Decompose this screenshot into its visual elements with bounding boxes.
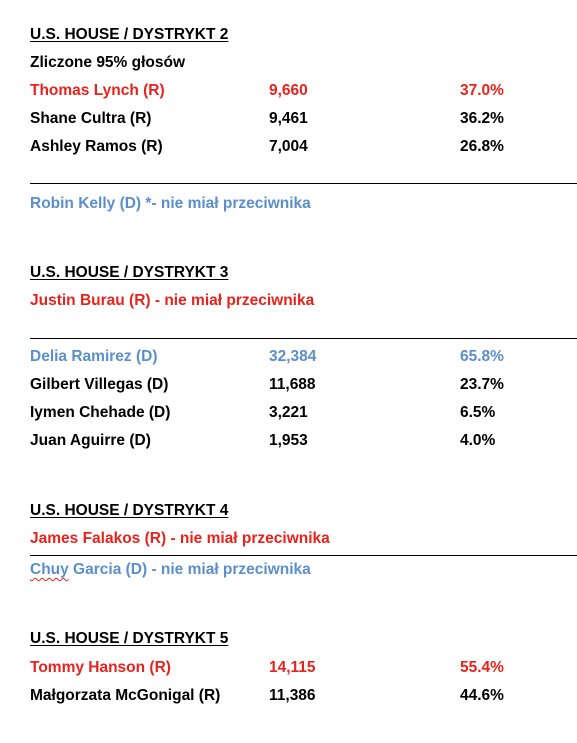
candidate-percent: 4.0% bbox=[460, 432, 496, 449]
candidate-votes: 11,688 bbox=[269, 376, 316, 393]
table-row: Iymen Chehade (D) 3,221 6.5% bbox=[30, 402, 577, 424]
district2-counted: Zliczone 95% głosów bbox=[30, 54, 186, 71]
table-row: Thomas Lynch (R) 9,660 37.0% bbox=[30, 80, 577, 102]
candidate-name: Małgorzata McGonigal (R) bbox=[30, 687, 221, 704]
candidate-percent: 6.5% bbox=[460, 404, 496, 421]
table-row: Juan Aguirre (D) 1,953 4.0% bbox=[30, 430, 577, 452]
table-row: Delia Ramirez (D) 32,384 65.8% bbox=[30, 346, 577, 368]
candidate-percent: 36.2% bbox=[460, 110, 504, 127]
table-row: Małgorzata McGonigal (R) 11,386 44.6% bbox=[30, 685, 577, 707]
divider bbox=[30, 183, 577, 184]
candidate-name: Delia Ramirez (D) bbox=[30, 348, 158, 365]
candidate-votes: 9,660 bbox=[269, 82, 308, 99]
candidate-name: Gilbert Villegas (D) bbox=[30, 376, 169, 393]
candidate-percent: 37.0% bbox=[460, 82, 504, 99]
candidate-name: Thomas Lynch (R) bbox=[30, 82, 165, 99]
candidate-percent: 23.7% bbox=[460, 376, 504, 393]
district3-unopposed: Justin Burau (R) - nie miał przeciwnika bbox=[30, 292, 315, 309]
candidate-percent: 44.6% bbox=[460, 687, 504, 704]
candidate-votes: 1,953 bbox=[269, 432, 308, 449]
district2-heading: U.S. HOUSE / DYSTRYKT 2 bbox=[30, 26, 229, 43]
candidate-percent: 55.4% bbox=[460, 659, 504, 676]
candidate-votes: 14,115 bbox=[269, 659, 316, 676]
candidate-votes: 11,386 bbox=[269, 687, 316, 704]
district5-heading: U.S. HOUSE / DYSTRYKT 5 bbox=[30, 630, 229, 647]
candidate-name: Juan Aguirre (D) bbox=[30, 432, 151, 449]
candidate-percent: 65.8% bbox=[460, 348, 504, 365]
candidate-percent: 26.8% bbox=[460, 138, 504, 155]
unopposed-text: Garcia (D) - nie miał przeciwnika bbox=[68, 561, 311, 578]
divider bbox=[30, 555, 577, 556]
district2-unopposed: Robin Kelly (D) *- nie miał przeciwnika bbox=[30, 195, 311, 212]
candidate-votes: 3,221 bbox=[269, 404, 308, 421]
table-row: Shane Cultra (R) 9,461 36.2% bbox=[30, 108, 577, 130]
candidate-name: Shane Cultra (R) bbox=[30, 110, 152, 127]
district4-unopposed-democrat: Chuy Garcia (D) - nie miał przeciwnika bbox=[30, 559, 577, 581]
table-row: Gilbert Villegas (D) 11,688 23.7% bbox=[30, 374, 577, 396]
table-row: Tommy Hanson (R) 14,115 55.4% bbox=[30, 657, 577, 679]
district3-heading: U.S. HOUSE / DYSTRYKT 3 bbox=[30, 264, 229, 281]
candidate-votes: 7,004 bbox=[269, 138, 308, 155]
divider bbox=[30, 338, 577, 339]
candidate-votes: 9,461 bbox=[269, 110, 308, 127]
candidate-name: Tommy Hanson (R) bbox=[30, 659, 171, 676]
district4-heading: U.S. HOUSE / DYSTRYKT 4 bbox=[30, 502, 229, 519]
candidate-name: Iymen Chehade (D) bbox=[30, 404, 171, 421]
candidate-votes: 32,384 bbox=[269, 348, 317, 365]
table-row: Ashley Ramos (R) 7,004 26.8% bbox=[30, 136, 577, 158]
candidate-name: Ashley Ramos (R) bbox=[30, 138, 163, 155]
district4-unopposed-republican: James Falakos (R) - nie miał przeciwnika bbox=[30, 530, 330, 547]
spellcheck-word: Chuy bbox=[30, 561, 69, 578]
